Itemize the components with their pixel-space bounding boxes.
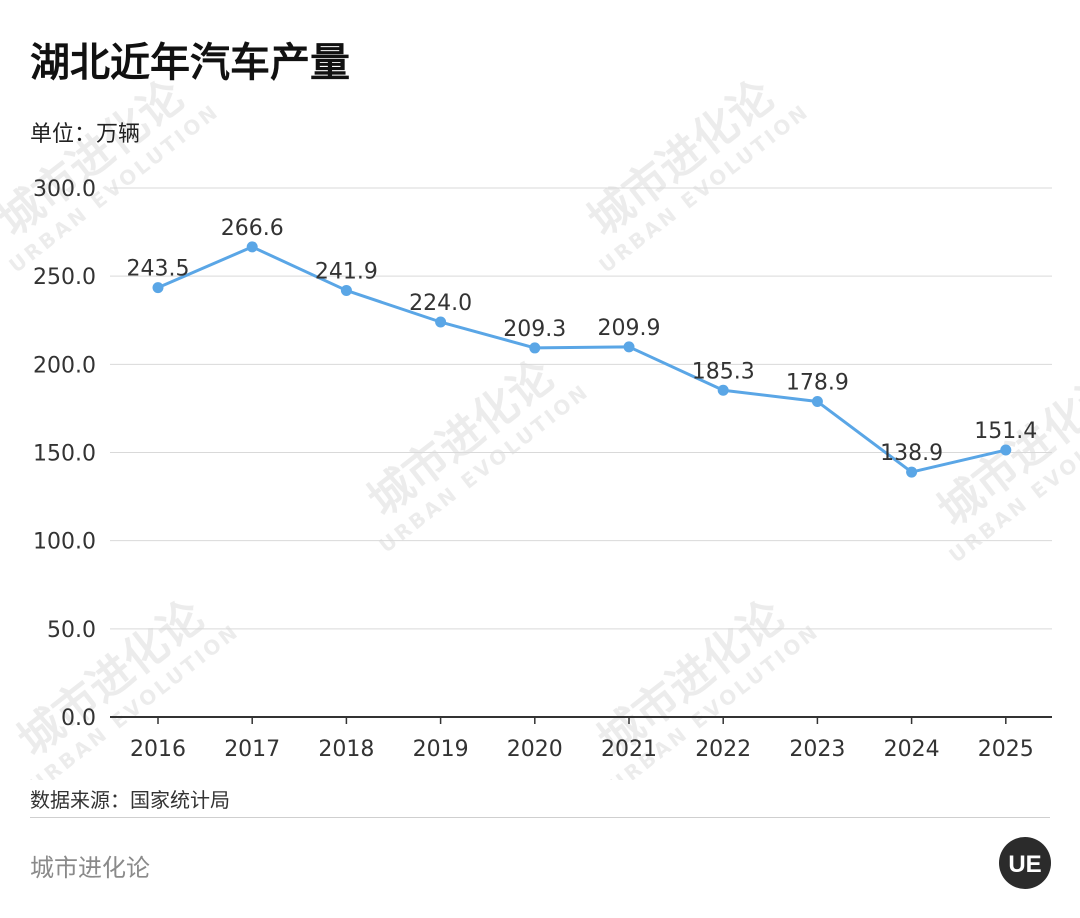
- data-label: 138.9: [880, 441, 943, 466]
- data-label: 209.9: [598, 316, 661, 341]
- y-tick-label: 150.0: [33, 442, 96, 467]
- x-tick-label: 2024: [884, 737, 940, 762]
- x-tick-label: 2022: [695, 737, 751, 762]
- svg-text:UE: UE: [1008, 851, 1041, 878]
- data-point: [435, 316, 447, 328]
- data-label: 151.4: [974, 419, 1037, 444]
- data-labels: 243.5 266.6 241.9 224.0 209.3 209.9 185.3 178.9…: [127, 216, 1038, 466]
- series-line: [157, 245, 1007, 474]
- data-point: [1000, 444, 1012, 456]
- x-tick-label: 2023: [789, 737, 845, 762]
- series-line-path: [157, 245, 1007, 474]
- data-point: [246, 241, 258, 253]
- data-point: [152, 282, 164, 294]
- data-point: [529, 342, 541, 354]
- data-points: [152, 241, 1012, 478]
- x-tick-label: 2021: [601, 737, 657, 762]
- data-source: 数据来源：国家统计局: [30, 788, 230, 812]
- ue-logo-icon: UE: [999, 837, 1051, 889]
- x-tick-label: 2016: [130, 737, 186, 762]
- x-tick-label: 2017: [224, 737, 280, 762]
- brand-name: 城市进化论: [30, 854, 150, 882]
- data-label: 209.3: [503, 317, 566, 342]
- y-axis-ticks: 0.0 50.0 100.0 150.0 200.0 250.0 300.0: [33, 177, 96, 731]
- data-label: 243.5: [127, 257, 190, 282]
- y-tick-label: 100.0: [33, 530, 96, 555]
- footer-divider: [30, 817, 1050, 818]
- x-tick-label: 2020: [507, 737, 563, 762]
- x-tick-label: 2025: [978, 737, 1034, 762]
- y-tick-label: 50.0: [47, 618, 96, 643]
- chart-title: 湖北近年汽车产量: [30, 40, 350, 86]
- data-label: 266.6: [221, 216, 284, 241]
- y-tick-label: 0.0: [61, 706, 96, 731]
- unit-label: 单位：万辆: [30, 122, 141, 147]
- y-tick-label: 250.0: [33, 265, 96, 290]
- x-tick-label: 2018: [318, 737, 374, 762]
- data-label: 224.0: [409, 291, 472, 316]
- data-point: [906, 466, 918, 478]
- grid-lines: [110, 187, 1052, 630]
- y-tick-label: 200.0: [33, 353, 96, 378]
- data-label: 178.9: [786, 371, 849, 396]
- data-point: [717, 384, 729, 396]
- data-point: [623, 341, 635, 353]
- x-tick-label: 2019: [413, 737, 469, 762]
- x-axis: 2016 2017 2018 2019 2020 2021 2022 2023 2024 2025: [110, 716, 1052, 762]
- data-point: [811, 396, 823, 408]
- y-tick-label: 300.0: [33, 177, 96, 202]
- data-label: 185.3: [692, 359, 755, 384]
- data-point: [340, 284, 352, 296]
- data-label: 241.9: [315, 259, 378, 284]
